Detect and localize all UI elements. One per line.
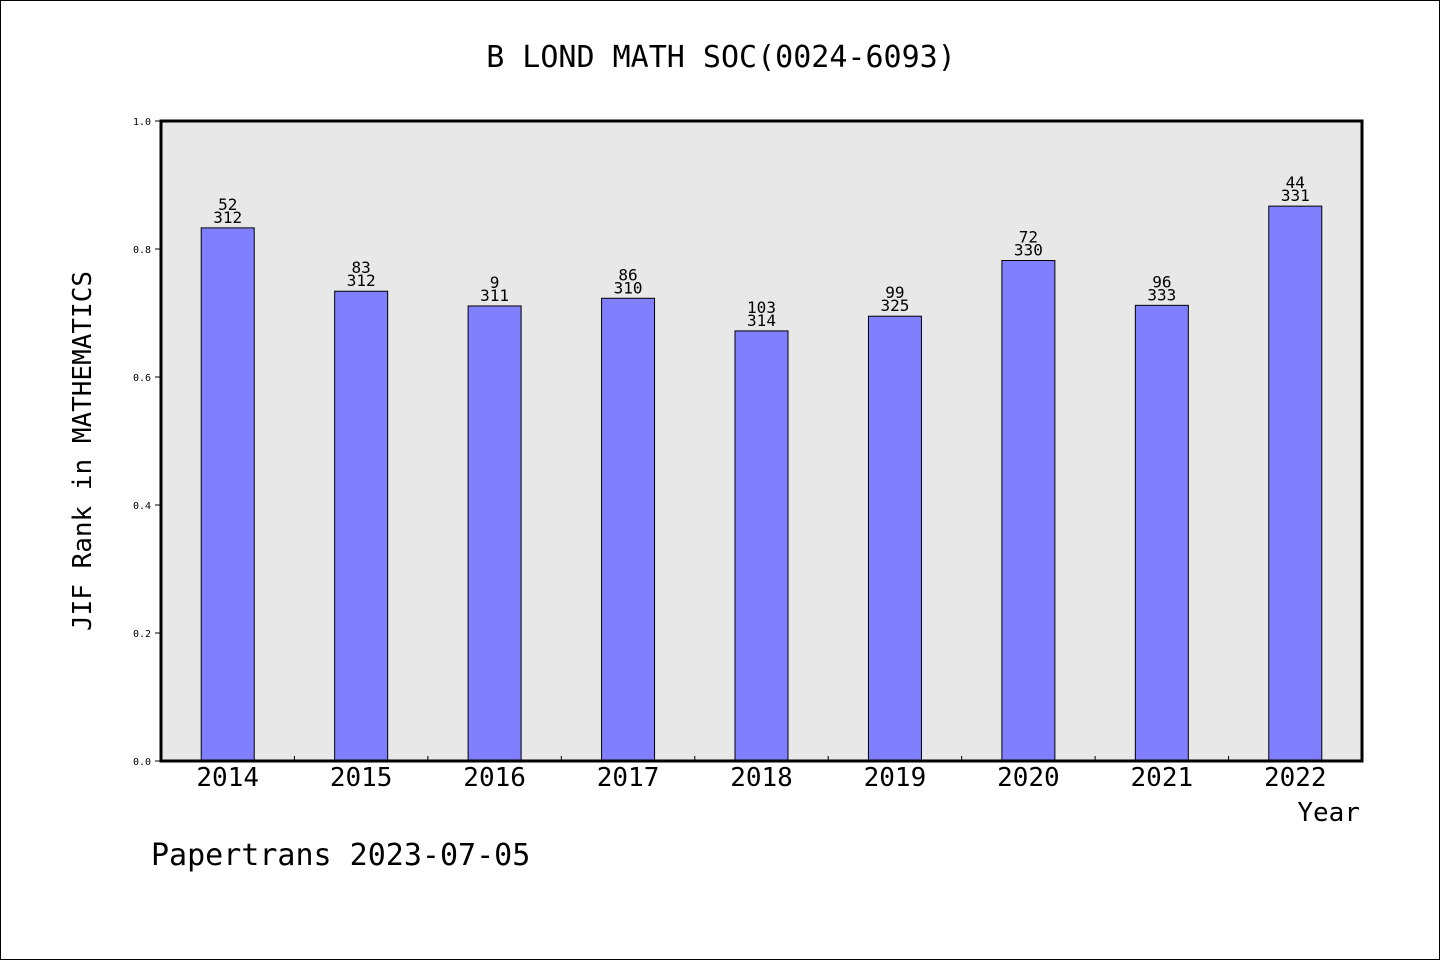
bar-2016: [467, 305, 522, 762]
x-axis-label: Year: [1297, 798, 1360, 828]
bar-2020: [1001, 260, 1056, 762]
x-axis: 2014 2015 2016 2017 2018 2019 2020 2021 2022: [196, 756, 1327, 793]
bar-2017: [601, 297, 656, 762]
plot-border: [159, 119, 1364, 763]
bar-rank-label: 9: [490, 273, 500, 292]
bar-rank-label: 72: [1019, 228, 1038, 247]
bar-total-label: 311: [480, 286, 509, 305]
x-tick-label: 2015: [330, 763, 393, 793]
x-tick-label: 2016: [463, 763, 526, 793]
bar-2019: [867, 315, 922, 762]
y-tick-label: 1.0: [133, 117, 151, 128]
y-axis: 0.0 0.2 0.4 0.6 0.8 1.0: [133, 117, 161, 768]
bar-rank-label: 44: [1286, 173, 1305, 192]
bar-rank-label: 96: [1152, 272, 1171, 291]
y-tick-label: 0.4: [133, 501, 151, 512]
bar-total-label: 330: [1014, 241, 1043, 260]
bar-2015: [334, 290, 389, 762]
bar-total-label: 331: [1281, 186, 1310, 205]
bar-total-label: 312: [347, 271, 376, 290]
footer-text: Papertrans 2023-07-05: [151, 838, 530, 873]
bar-total-label: 325: [880, 296, 909, 315]
bar-rank-label: 83: [352, 258, 371, 277]
bar-total-label: 333: [1147, 285, 1176, 304]
y-tick-label: 0.2: [133, 629, 151, 640]
y-axis-label: JIF Rank in MATHEMATICS: [68, 271, 98, 631]
bar-total-label: 314: [747, 311, 776, 330]
x-tick-label: 2018: [730, 763, 793, 793]
bar-total-label: 312: [213, 208, 242, 227]
y-tick-label: 0.0: [133, 757, 151, 768]
x-tick-label: 2019: [864, 763, 927, 793]
bar-rank-label: 86: [618, 265, 637, 284]
bar-total-label: 310: [614, 278, 643, 297]
chart-title: B LOND MATH SOC(0024-6093): [486, 40, 956, 75]
bar-2021: [1134, 304, 1189, 762]
x-tick-label: 2017: [597, 763, 660, 793]
x-tick-label: 2022: [1264, 763, 1327, 793]
x-tick-label: 2021: [1131, 763, 1194, 793]
bar-2014: [200, 227, 255, 762]
bar-rank-label: 52: [218, 195, 237, 214]
x-tick-label: 2020: [997, 763, 1060, 793]
x-tick-label: 2014: [196, 763, 259, 793]
y-tick-label: 0.6: [133, 373, 151, 384]
bar-2018: [734, 330, 789, 762]
bar-rank-label: 103: [747, 298, 776, 317]
y-tick-label: 0.8: [133, 245, 151, 256]
bar-rank-label: 99: [885, 283, 904, 302]
bar-2022: [1268, 205, 1323, 762]
